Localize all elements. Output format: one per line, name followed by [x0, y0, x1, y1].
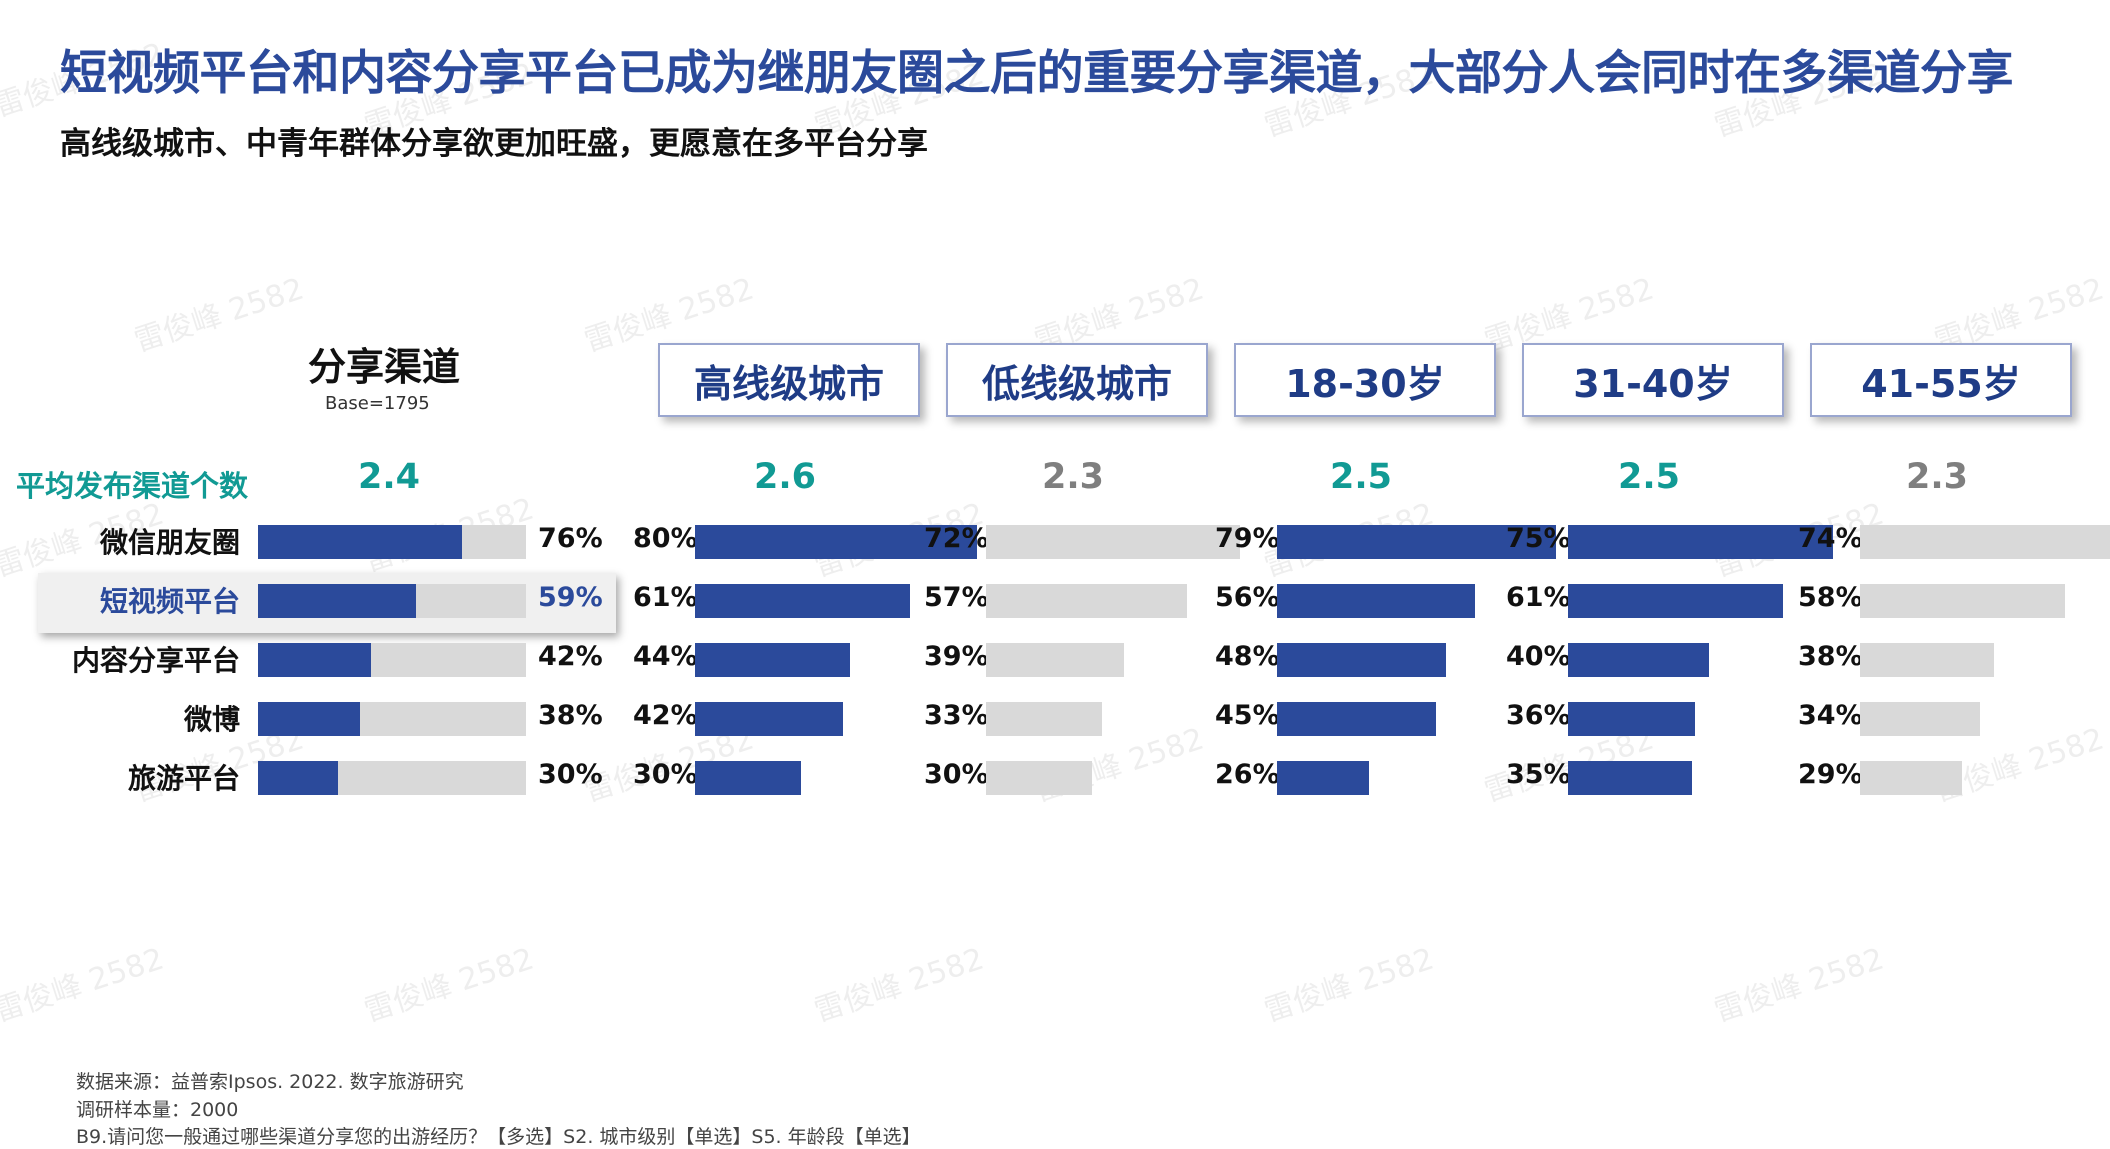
page-title: 短视频平台和内容分享平台已成为继朋友圈之后的重要分享渠道，大部分人会同时在多渠道… — [60, 46, 2014, 101]
segment-bar — [1860, 702, 1981, 736]
watermark-text: 雷俊峰 2582 — [129, 271, 309, 360]
segment-bar — [1568, 584, 1784, 618]
category-label: 微博 — [183, 703, 240, 736]
watermark-text: 雷俊峰 2582 — [0, 941, 169, 1030]
segment-bar — [695, 702, 844, 736]
category-label: 微信朋友圈 — [99, 526, 240, 559]
page-subtitle: 高线级城市、中青年群体分享欲更加旺盛，更愿意在多平台分享 — [60, 126, 928, 162]
segment-data-label: 80% — [633, 523, 698, 554]
segment-data-label: 79% — [1215, 523, 1280, 554]
overall-avg-value: 2.4 — [357, 457, 420, 497]
overall-data-label: 30% — [538, 759, 603, 790]
segment-avg-value: 2.5 — [1617, 457, 1680, 497]
segment-data-label: 48% — [1215, 641, 1280, 672]
segment-data-label: 61% — [633, 582, 698, 613]
segment-bar — [986, 761, 1092, 795]
overall-bar — [258, 584, 417, 618]
segment-bar — [695, 761, 801, 795]
segment-bar — [1277, 584, 1475, 618]
watermark-text: 雷俊峰 2582 — [1709, 941, 1889, 1030]
overall-bar — [258, 643, 371, 677]
segment-data-label: 40% — [1506, 641, 1571, 672]
segment-header: 低线级城市 — [946, 343, 1208, 417]
base-note: Base=1795 — [325, 393, 430, 414]
watermark-text: 雷俊峰 2582 — [359, 941, 539, 1030]
segment-data-label: 29% — [1798, 759, 1863, 790]
segment-bar — [695, 584, 911, 618]
watermark-text: 雷俊峰 2582 — [809, 941, 989, 1030]
segment-avg-value: 2.3 — [1905, 457, 1968, 497]
segment-bar — [986, 525, 1241, 559]
segment-data-label: 57% — [924, 582, 989, 613]
segment-data-label: 39% — [924, 641, 989, 672]
segment-data-label: 30% — [924, 759, 989, 790]
avg-channel-label: 平均发布渠道个数 — [16, 469, 249, 503]
segment-bar — [1860, 643, 1995, 677]
segment-data-label: 61% — [1506, 582, 1571, 613]
segment-bar — [1568, 525, 1833, 559]
segment-data-label: 38% — [1798, 641, 1863, 672]
segment-header: 41-55岁 — [1810, 343, 2072, 417]
segment-data-label: 56% — [1215, 582, 1280, 613]
channel-heading: 分享渠道 — [308, 345, 461, 389]
category-label: 内容分享平台 — [71, 644, 240, 677]
watermark-text: 雷俊峰 2582 — [1259, 941, 1439, 1030]
overall-data-label: 38% — [538, 700, 603, 731]
segment-bar — [986, 584, 1188, 618]
segment-bar — [1277, 702, 1436, 736]
segment-bar — [695, 525, 978, 559]
segment-data-label: 74% — [1798, 523, 1863, 554]
overall-bar — [258, 761, 339, 795]
category-label: 短视频平台 — [99, 585, 240, 618]
segment-bar — [1568, 643, 1710, 677]
segment-avg-value: 2.5 — [1329, 457, 1392, 497]
overall-data-label: 42% — [538, 641, 603, 672]
segment-bar — [986, 643, 1124, 677]
segment-data-label: 75% — [1506, 523, 1571, 554]
segment-bar — [1277, 761, 1369, 795]
segment-bar — [1568, 761, 1692, 795]
segment-data-label: 45% — [1215, 700, 1280, 731]
segment-data-label: 44% — [633, 641, 698, 672]
segment-bar — [986, 702, 1103, 736]
segment-header: 高线级城市 — [658, 343, 920, 417]
overall-bar — [258, 702, 360, 736]
segment-avg-value: 2.6 — [753, 457, 816, 497]
segment-header: 31-40岁 — [1522, 343, 1784, 417]
segment-data-label: 26% — [1215, 759, 1280, 790]
segment-bar — [1277, 525, 1556, 559]
segment-bar — [695, 643, 851, 677]
category-label: 旅游平台 — [127, 762, 240, 795]
segment-data-label: 34% — [1798, 700, 1863, 731]
segment-data-label: 35% — [1506, 759, 1571, 790]
overall-data-label: 59% — [538, 582, 603, 613]
footer-questions: B9.请问您一般通过哪些渠道分享您的出游经历？【多选】S2. 城市级别【单选】S… — [76, 1126, 921, 1148]
segment-data-label: 30% — [633, 759, 698, 790]
segment-avg-value: 2.3 — [1041, 457, 1104, 497]
segment-data-label: 58% — [1798, 582, 1863, 613]
segment-data-label: 72% — [924, 523, 989, 554]
overall-bar — [258, 525, 462, 559]
segment-bar — [1568, 702, 1696, 736]
footer-sample: 调研样本量：2000 — [76, 1099, 239, 1121]
segment-header: 18-30岁 — [1234, 343, 1496, 417]
footer-source: 数据来源：益普索Ipsos. 2022. 数字旅游研究 — [76, 1071, 464, 1093]
segment-bar — [1860, 761, 1963, 795]
overall-data-label: 76% — [538, 523, 603, 554]
segment-data-label: 42% — [633, 700, 698, 731]
segment-data-label: 33% — [924, 700, 989, 731]
segment-bar — [1860, 525, 2110, 559]
segment-bar — [1277, 643, 1447, 677]
segment-bar — [1860, 584, 2065, 618]
segment-data-label: 36% — [1506, 700, 1571, 731]
